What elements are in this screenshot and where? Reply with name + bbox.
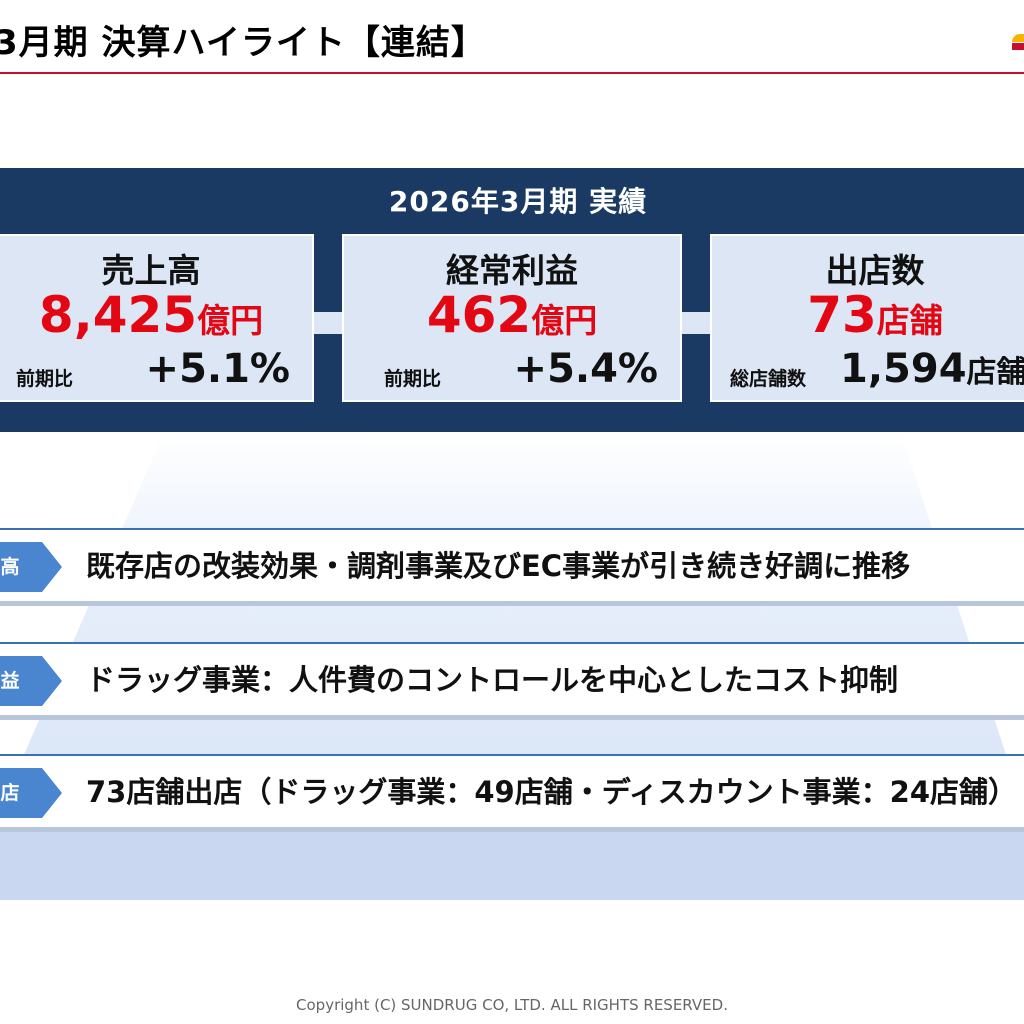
store-openings-card: 出店数 73店舗 総店舗数 1,594店舗 <box>710 234 1024 402</box>
sales-value: 8,425億円 <box>0 286 312 344</box>
total-stores-label: 総店舗数 <box>730 368 807 390</box>
highlight-bar-sales: 高 既存店の改装効果・調剤事業及びEC事業が引き続き好調に推移 <box>0 528 1024 606</box>
store-openings-value-unit: 店舗 <box>876 301 943 340</box>
store-openings-label: 出店数 <box>825 251 925 290</box>
sales-label: 売上高 <box>101 251 201 290</box>
highlight-tab-profit: 益 <box>0 656 62 706</box>
sales-card: 売上高 8,425億円 前期比 +5.1% <box>0 234 314 402</box>
bottom-band <box>0 820 1024 900</box>
ordinary-profit-yoy-number: +5.4% <box>513 346 658 392</box>
ordinary-profit-value-number: 462 <box>426 286 532 344</box>
highlight-tab-label: 店 <box>0 782 20 804</box>
highlight-tab-label: 高 <box>0 556 20 578</box>
card-connector <box>676 312 716 334</box>
store-openings-value-number: 73 <box>807 286 877 344</box>
highlight-bar-profit: 益 ドラッグ事業：人件費のコントロールを中心としたコスト抑制 <box>0 642 1024 720</box>
sales-value-unit: 億円 <box>197 301 264 340</box>
ordinary-profit-label: 経常利益 <box>446 251 578 290</box>
ordinary-profit-value-unit: 億円 <box>531 301 598 340</box>
company-logo <box>1012 34 1024 50</box>
results-title: 2026年3月期 実績 <box>388 185 648 218</box>
sales-value-number: 8,425 <box>38 286 198 344</box>
title-divider <box>0 72 1024 74</box>
highlight-tab-stores: 店 <box>0 768 62 818</box>
sales-yoy-label: 前期比 <box>16 368 74 390</box>
sales-yoy-value: +5.1% <box>146 346 290 392</box>
highlight-tab-label: 益 <box>0 670 20 692</box>
highlight-text: 既存店の改装効果・調剤事業及びEC事業が引き続き好調に推移 <box>86 549 911 583</box>
highlight-text: ドラッグ事業：人件費のコントロールを中心としたコスト抑制 <box>86 663 899 697</box>
total-stores-number: 1,594 <box>840 346 967 392</box>
highlight-bar-stores: 店 73店舗出店（ドラッグ事業：49店舗・ディスカウント事業：24店舗） <box>0 754 1024 832</box>
highlight-text: 73店舗出店（ドラッグ事業：49店舗・ディスカウント事業：24店舗） <box>86 775 1018 809</box>
ordinary-profit-yoy-label: 前期比 <box>384 368 442 390</box>
ordinary-profit-card: 経常利益 462億円 前期比 +5.4% <box>342 234 682 402</box>
card-connector <box>308 312 348 334</box>
store-openings-value: 73店舗 <box>712 286 1024 344</box>
copyright-notice: Copyright (C) SUNDRUG CO, LTD. ALL RIGHT… <box>296 996 728 1014</box>
highlight-tab-sales: 高 <box>0 542 62 592</box>
page-title: 3月期 決算ハイライト【連結】 <box>0 23 486 63</box>
total-stores-unit: 店舗 <box>966 355 1024 390</box>
ordinary-profit-yoy-value: +5.4% <box>514 346 658 392</box>
sales-yoy-number: +5.1% <box>145 346 290 392</box>
total-stores-value: 1,594店舗 <box>840 346 1024 392</box>
ordinary-profit-value: 462億円 <box>344 286 680 344</box>
